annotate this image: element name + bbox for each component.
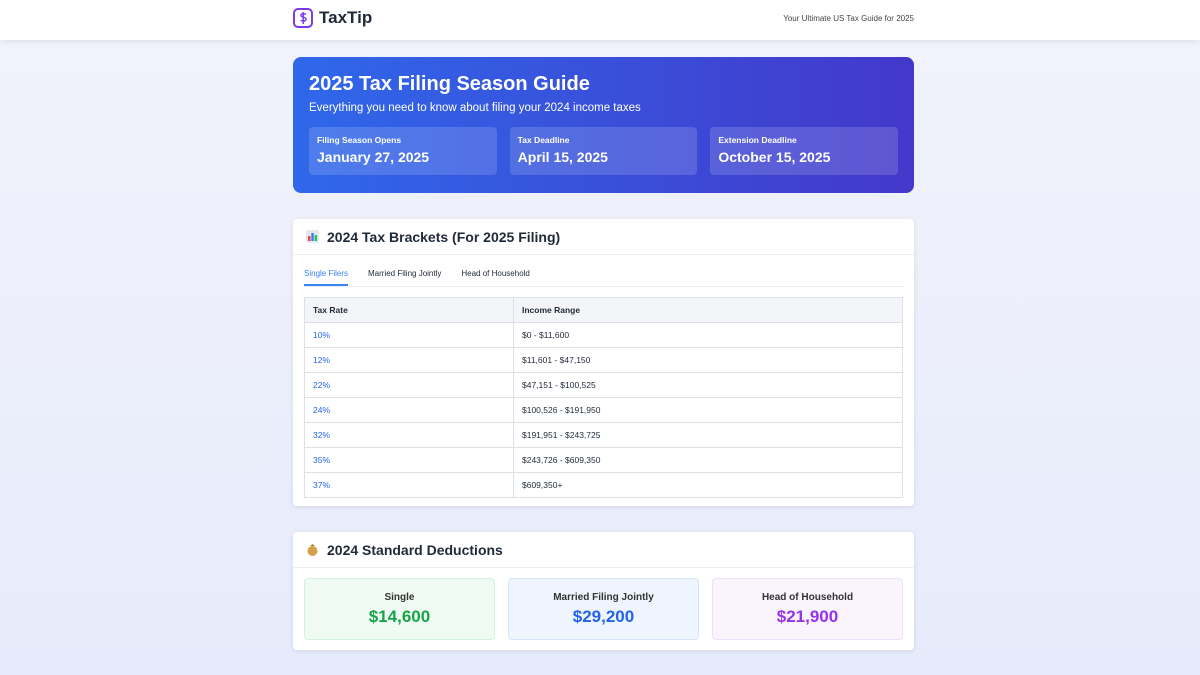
card-title: 2024 Standard Deductions [327, 541, 503, 558]
hero-subtitle: Everything you need to know about filing… [309, 102, 641, 114]
table-row: 24% $100,526 - $191,950 [304, 397, 903, 423]
table-cell: $47,151 - $100,525 [513, 372, 903, 398]
date-card: Extension Deadline October 15, 2025 [710, 127, 899, 175]
table-cell: $100,526 - $191,950 [513, 397, 903, 423]
money-icon [307, 544, 318, 556]
tab[interactable]: Married Filing Jointly [368, 269, 442, 278]
table-cell: $609,350+ [513, 472, 903, 498]
logo[interactable]: TaxTip [293, 8, 372, 28]
table-cell: 12% [304, 347, 514, 373]
table-row: 35% $243,726 - $609,350 [304, 447, 903, 473]
table-cell: 37% [304, 472, 514, 498]
deduction-value: $21,900 [776, 607, 839, 626]
column-header: Income Range [513, 297, 903, 323]
tab[interactable]: Head of Household [461, 269, 530, 278]
table-row: 10% $0 - $11,600 [304, 322, 903, 348]
tabs: Single Filers Married Filing Jointly Head … [304, 269, 903, 287]
chart-icon [306, 230, 319, 243]
table-cell: $243,726 - $609,350 [513, 447, 903, 473]
logo-icon [293, 8, 313, 28]
deduction-label: Head of Household [761, 592, 854, 603]
column-header: Tax Rate [304, 297, 514, 323]
deduction-label: Married Filing Jointly [553, 592, 654, 603]
logo-text: TaxTip [319, 8, 373, 27]
date-value: October 15, 2025 [718, 149, 831, 165]
deduction-label: Single [384, 592, 415, 603]
table-cell: $11,601 - $47,150 [513, 347, 903, 373]
card-header: 2024 Tax Brackets (For 2025 Filing) [293, 219, 914, 255]
deduction-box: Married Filing Jointly $29,200 [508, 578, 699, 640]
table-row: 37% $609,350+ [304, 472, 903, 498]
deductions-card: 2024 Standard Deductions Single $14,600 Ma… [293, 532, 914, 650]
table-row: 12% $11,601 - $47,150 [304, 347, 903, 373]
tagline: Your Ultimate US Tax Guide for 2025 [783, 14, 914, 23]
table-row: 32% $191,951 - $243,725 [304, 422, 903, 448]
top-bar: TaxTip Your Ultimate US Tax Guide for 20… [0, 0, 1200, 40]
header-row: Tax Rate Income Range [304, 297, 903, 323]
date-list: Filing Season Opens January 27, 2025 Tax D… [309, 127, 899, 175]
table-cell: $191,951 - $243,725 [513, 422, 903, 448]
table-cell: $0 - $11,600 [513, 322, 903, 348]
table-cell: 32% [304, 422, 514, 448]
table-row: 22% $47,151 - $100,525 [304, 372, 903, 398]
date-card: Tax Deadline April 15, 2025 [509, 127, 698, 175]
tab[interactable]: Single Filers [304, 269, 349, 286]
deduction-box: Head of Household $21,900 [712, 578, 903, 640]
deduction-value: $29,200 [572, 607, 635, 626]
deduction-value: $14,600 [368, 607, 431, 626]
date-label: Tax Deadline [517, 135, 570, 145]
deduction-box: Single $14,600 [304, 578, 495, 640]
table-cell: 10% [304, 322, 514, 348]
hero-title: 2025 Tax Filing Season Guide [309, 73, 590, 95]
bracket-table: Tax Rate Income Range 10% $0 - $11,600 12% $1… [304, 297, 903, 498]
card-title: 2024 Tax Brackets (For 2025 Filing) [327, 228, 561, 245]
deduction-list: Single $14,600 Married Filing Jointly $29,2… [304, 578, 903, 640]
date-value: April 15, 2025 [517, 149, 608, 165]
table-cell: 24% [304, 397, 514, 423]
hero: 2025 Tax Filing Season Guide Everything … [293, 57, 914, 193]
date-card: Filing Season Opens January 27, 2025 [309, 127, 497, 175]
date-value: January 27, 2025 [317, 149, 430, 165]
table-cell: 22% [304, 372, 514, 398]
date-label: Filing Season Opens [317, 135, 402, 145]
table-cell: 35% [304, 447, 514, 473]
card-header: 2024 Standard Deductions [293, 532, 914, 568]
date-label: Extension Deadline [718, 135, 797, 145]
brackets-card: 2024 Tax Brackets (For 2025 Filing) Sing… [293, 219, 914, 506]
